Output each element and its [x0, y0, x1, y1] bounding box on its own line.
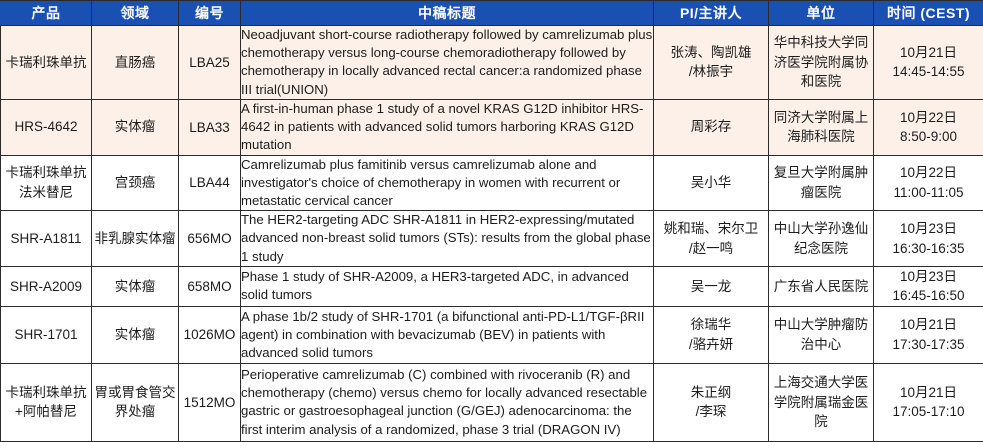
cell-org: 复旦大学附属肿瘤医院: [769, 155, 874, 211]
cell-code: 656MO: [179, 211, 241, 267]
cell-code: 1026MO: [179, 306, 241, 363]
cell-title: Camrelizumab plus famitinib versus camre…: [241, 155, 654, 211]
cell-code: LBA25: [179, 26, 241, 100]
cell-product: SHR-1701: [1, 306, 92, 363]
cell-pi: 周彩存: [654, 99, 769, 155]
cell-time: 10月22日 8:50-9:00: [874, 99, 983, 155]
cell-title: A first-in-human phase 1 study of a nove…: [241, 99, 654, 155]
cell-pi: 吴一龙: [654, 266, 769, 306]
cell-pi: 姚和瑞、宋尔卫 /赵一鸣: [654, 211, 769, 267]
cell-field: 非乳腺实体瘤: [92, 211, 179, 267]
cell-field: 实体瘤: [92, 99, 179, 155]
cell-pi: 朱正纲 /李琛: [654, 363, 769, 441]
table-header: 产品 领域 编号 中稿标题 PI/主讲人 单位 时间 (CEST): [1, 1, 983, 26]
cell-product: SHR-A1811: [1, 211, 92, 267]
column-header-code: 编号: [179, 1, 241, 26]
cell-product: 卡瑞利珠单抗 +阿帕替尼: [1, 363, 92, 441]
cell-time: 10月23日 16:45-16:50: [874, 266, 983, 306]
cell-title: The HER2-targeting ADC SHR-A1811 in HER2…: [241, 211, 654, 267]
cell-product: 卡瑞利珠单抗 法米替尼: [1, 155, 92, 211]
cell-product: SHR-A2009: [1, 266, 92, 306]
cell-org: 华中科技大学同济医学院附属协和医院: [769, 26, 874, 100]
cell-product: 卡瑞利珠单抗: [1, 26, 92, 100]
cell-title: Phase 1 study of SHR-A2009, a HER3-targe…: [241, 266, 654, 306]
cell-code: 1512MO: [179, 363, 241, 441]
cell-org: 同济大学附属上海肺科医院: [769, 99, 874, 155]
column-header-org: 单位: [769, 1, 874, 26]
cell-field: 宫颈癌: [92, 155, 179, 211]
cell-pi: 徐瑞华 /骆卉妍: [654, 306, 769, 363]
cell-field: 直肠癌: [92, 26, 179, 100]
cell-field: 实体瘤: [92, 266, 179, 306]
cell-org: 中山大学肿瘤防治中心: [769, 306, 874, 363]
cell-pi: 吴小华: [654, 155, 769, 211]
cell-code: LBA33: [179, 99, 241, 155]
cell-code: LBA44: [179, 155, 241, 211]
column-header-product: 产品: [1, 1, 92, 26]
cell-code: 658MO: [179, 266, 241, 306]
cell-product: HRS-4642: [1, 99, 92, 155]
cell-time: 10月23日 16:30-16:35: [874, 211, 983, 267]
cell-org: 广东省人民医院: [769, 266, 874, 306]
column-header-pi: PI/主讲人: [654, 1, 769, 26]
cell-time: 10月22日 11:00-11:05: [874, 155, 983, 211]
cell-field: 胃或胃食管交界处瘤: [92, 363, 179, 441]
cell-time: 10月21日 14:45-14:55: [874, 26, 983, 100]
cell-time: 10月21日 17:05-17:10: [874, 363, 983, 441]
cell-time: 10月21日 17:30-17:35: [874, 306, 983, 363]
cell-pi: 张涛、陶凯雄 /林振宇: [654, 26, 769, 100]
cell-title: Perioperative camrelizumab (C) combined …: [241, 363, 654, 441]
cell-title: Neoadjuvant short-course radiotherapy fo…: [241, 26, 654, 100]
cell-org: 中山大学孙逸仙纪念医院: [769, 211, 874, 267]
column-header-title: 中稿标题: [241, 1, 654, 26]
column-header-time: 时间 (CEST): [874, 1, 983, 26]
column-header-field: 领域: [92, 1, 179, 26]
cell-title: A phase 1b/2 study of SHR-1701 (a bifunc…: [241, 306, 654, 363]
cell-org: 上海交通大学医学院附属瑞金医院: [769, 363, 874, 441]
cell-field: 实体瘤: [92, 306, 179, 363]
header-row: 产品 领域 编号 中稿标题 PI/主讲人 单位 时间 (CEST): [1, 1, 983, 26]
